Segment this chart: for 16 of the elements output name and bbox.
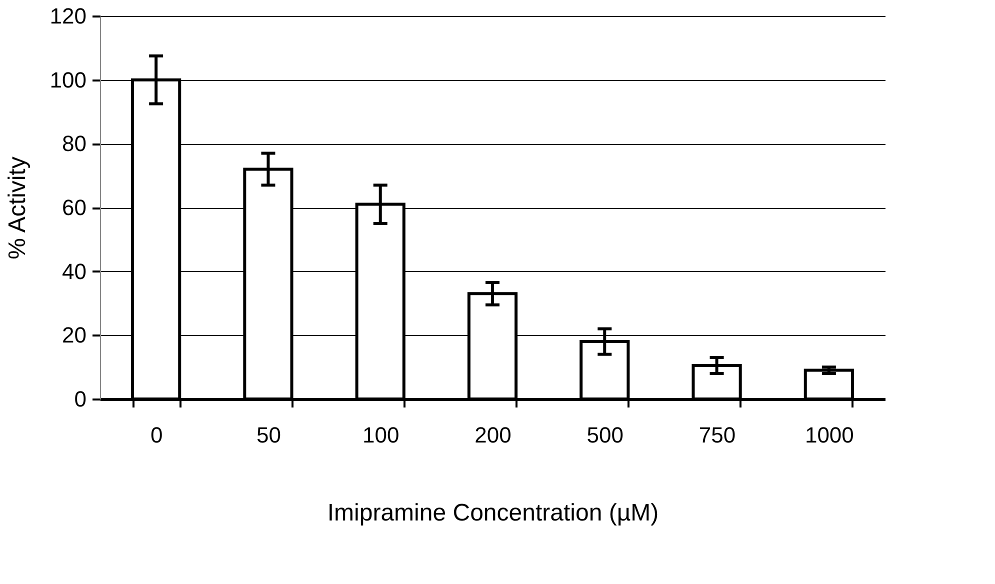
x-tick-label: 50 [256, 422, 281, 448]
x-tick-label: 0 [150, 422, 163, 448]
x-tick-label: 100 [362, 422, 400, 448]
y-tick-label: 100 [50, 67, 86, 92]
x-tick-label: 500 [586, 422, 624, 448]
y-tick-label: 20 [62, 322, 86, 348]
y-tick-label: 40 [62, 258, 86, 284]
x-tick-label: 200 [474, 422, 512, 448]
y-tick-label: 0 [74, 386, 86, 412]
y-tick-label: 80 [62, 131, 86, 156]
y-tick-label: 60 [62, 195, 86, 220]
x-tick-label: 750 [698, 422, 736, 448]
x-axis-title: Imipramine Concentration (µM) [327, 500, 659, 526]
y-axis-title: % Activity [4, 156, 31, 260]
y-tick-label: 120 [50, 4, 86, 28]
x-tick-label: 1000 [804, 422, 854, 448]
